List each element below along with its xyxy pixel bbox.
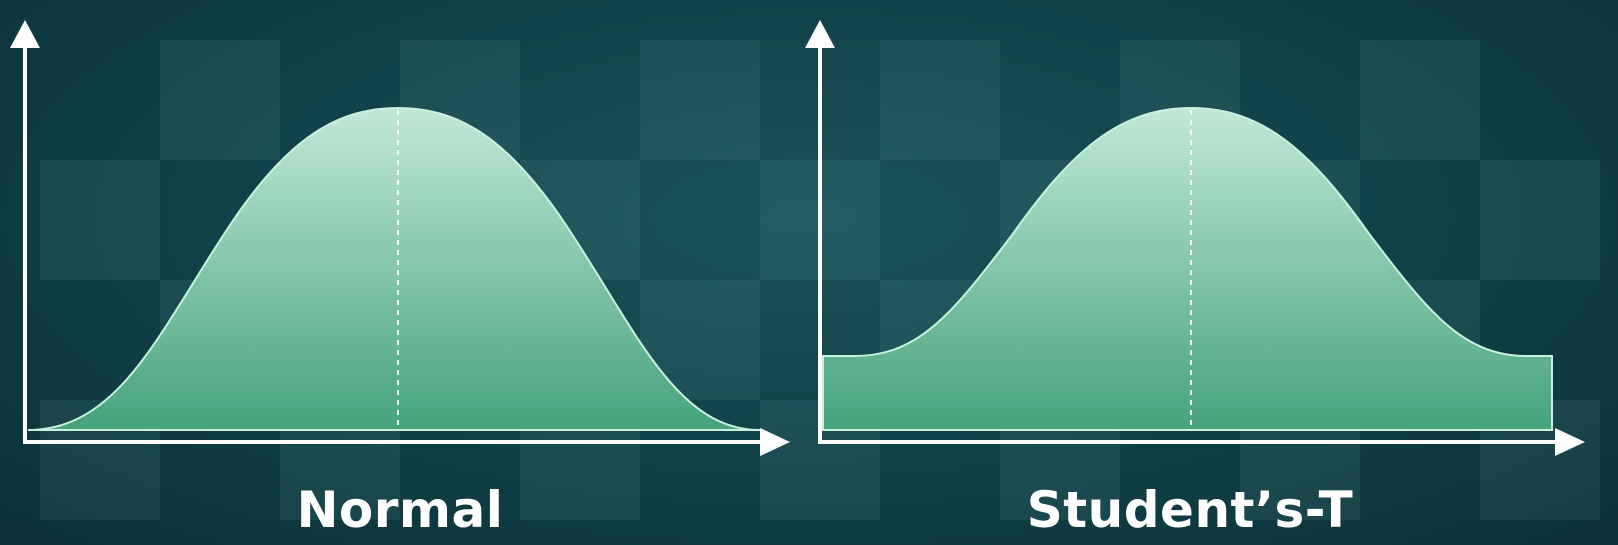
normal-x-axis-arrow-icon [760, 428, 790, 456]
students-t-y-axis-arrow-icon [805, 20, 835, 48]
normal-y-axis-arrow-icon [10, 20, 40, 48]
students-t-label: Student’s-T [1026, 481, 1354, 539]
normal-panel [10, 20, 790, 456]
students-t-x-axis-arrow-icon [1555, 428, 1585, 456]
students-t-curve [822, 106, 1553, 431]
normal-curve [27, 106, 761, 431]
normal-label: Normal [296, 481, 504, 539]
students-t-panel [805, 20, 1585, 456]
